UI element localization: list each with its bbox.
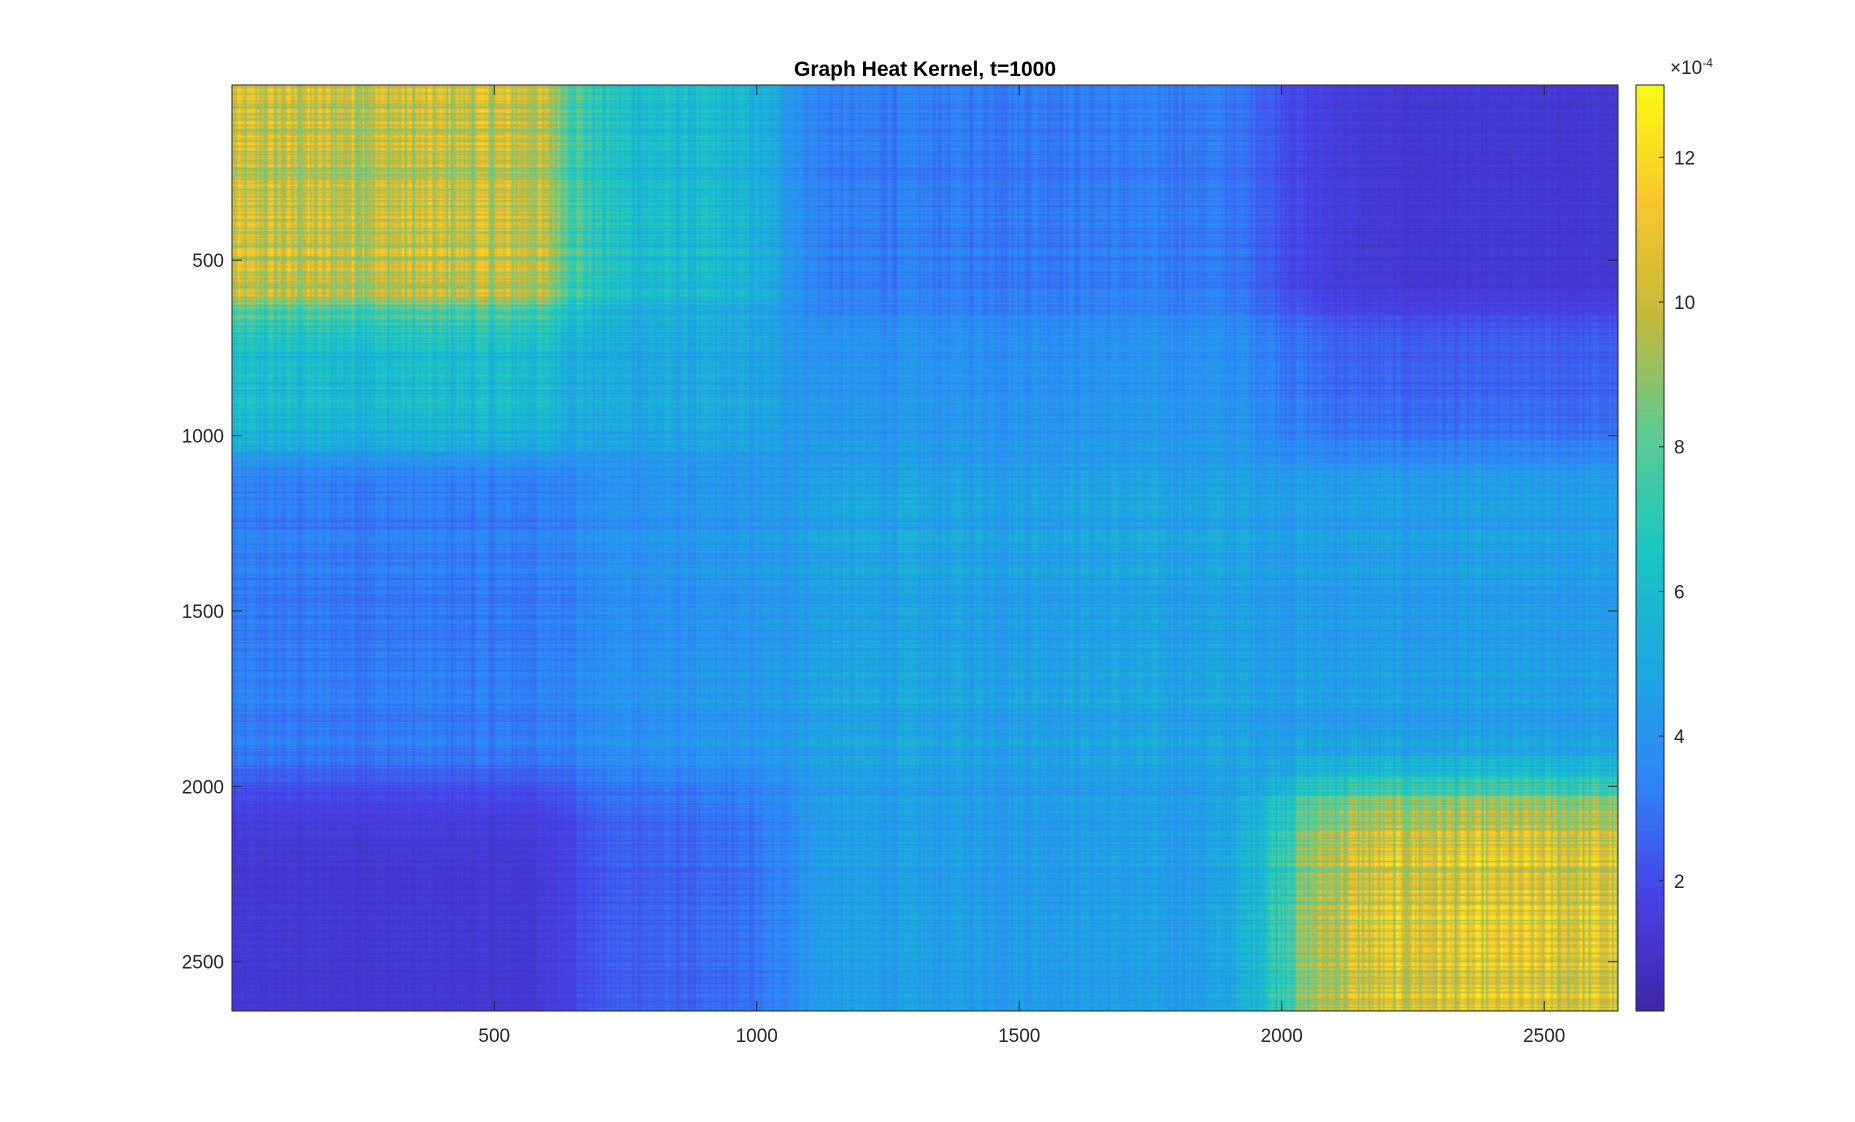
y-tick-label: 2500	[182, 953, 224, 974]
colorbar-exponent-base: ×10	[1670, 58, 1702, 79]
x-tick-label: 1000	[736, 1026, 778, 1047]
axes-box	[231, 84, 1619, 1012]
x-tick-label: 2000	[1261, 1026, 1303, 1047]
x-tick-label: 500	[478, 1026, 510, 1047]
heatmap-plot-area	[231, 84, 1619, 1012]
colorbar-tick-label: 12	[1674, 148, 1695, 169]
x-axis: 500 1000 1500 2000 2500	[478, 85, 1565, 1047]
colorbar-tick-label: 8	[1674, 438, 1685, 459]
x-tick-label: 2500	[1523, 1026, 1565, 1047]
y-tick-label: 1000	[182, 427, 224, 448]
colorbar-tick-label: 2	[1674, 872, 1685, 893]
heatmap-image	[232, 85, 1618, 1011]
y-axis: 500 1000 1500 2000 2500	[182, 251, 1618, 974]
colorbar-tick-label: 4	[1674, 727, 1685, 748]
colorbar-tick-label: 10	[1674, 293, 1695, 314]
colorbar-gradient	[1636, 85, 1664, 1011]
chart-title: Graph Heat Kernel, t=1000	[794, 58, 1056, 81]
colorbar-tick-label: 6	[1674, 582, 1685, 603]
y-tick-label: 500	[192, 251, 224, 272]
y-tick-label: 2000	[182, 777, 224, 798]
colorbar-box	[1635, 84, 1665, 1012]
y-tick-label: 1500	[182, 602, 224, 623]
colorbar-axis: 2 4 6 8 10 12	[1659, 148, 1695, 893]
colorbar-exponent-power: -4	[1702, 56, 1713, 70]
x-tick-label: 1500	[998, 1026, 1040, 1047]
colorbar	[1635, 84, 1665, 1012]
colorbar-exponent-label: ×10-4	[1670, 56, 1713, 79]
